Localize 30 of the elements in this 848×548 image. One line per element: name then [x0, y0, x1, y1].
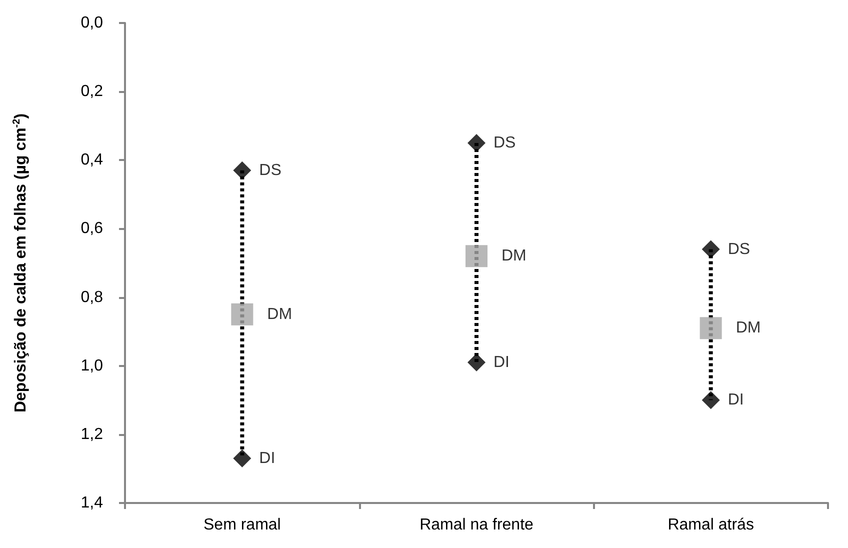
text: DM	[267, 306, 292, 323]
y-axis-title: Deposição de calda em folhas (µg cm-2)	[12, 113, 30, 413]
point	[466, 245, 488, 268]
text: DS	[259, 162, 282, 179]
y-tick-label: 0,8	[80, 288, 104, 306]
point	[702, 240, 720, 258]
point	[468, 134, 486, 152]
y-tick-label: 0,4	[80, 152, 104, 169]
y-tick-label: 0,6	[80, 220, 104, 238]
point	[702, 391, 720, 410]
series-label: DI	[494, 354, 510, 371]
text: DM	[736, 320, 761, 337]
text: DI	[728, 392, 744, 409]
point	[231, 303, 254, 326]
point	[468, 353, 486, 372]
series-label: DS	[494, 134, 516, 152]
y-tick-label: 1,0	[80, 357, 104, 374]
y-tick-label: 1,2	[80, 426, 104, 443]
x-tick-label: Sem ramal	[203, 516, 281, 534]
series-label: DM	[502, 248, 526, 265]
y-tick-label: 0,2	[80, 83, 104, 100]
y-tick-label: 0,0	[80, 14, 104, 32]
x-tick-label: Ramal atrás	[668, 516, 754, 534]
point	[233, 161, 252, 180]
point	[233, 449, 252, 468]
y-tick-label: 1,4	[80, 494, 104, 512]
point	[700, 317, 722, 340]
text: DI	[259, 450, 276, 467]
x-tick-label: Ramal na frente	[420, 516, 534, 534]
text: DS	[728, 240, 750, 258]
